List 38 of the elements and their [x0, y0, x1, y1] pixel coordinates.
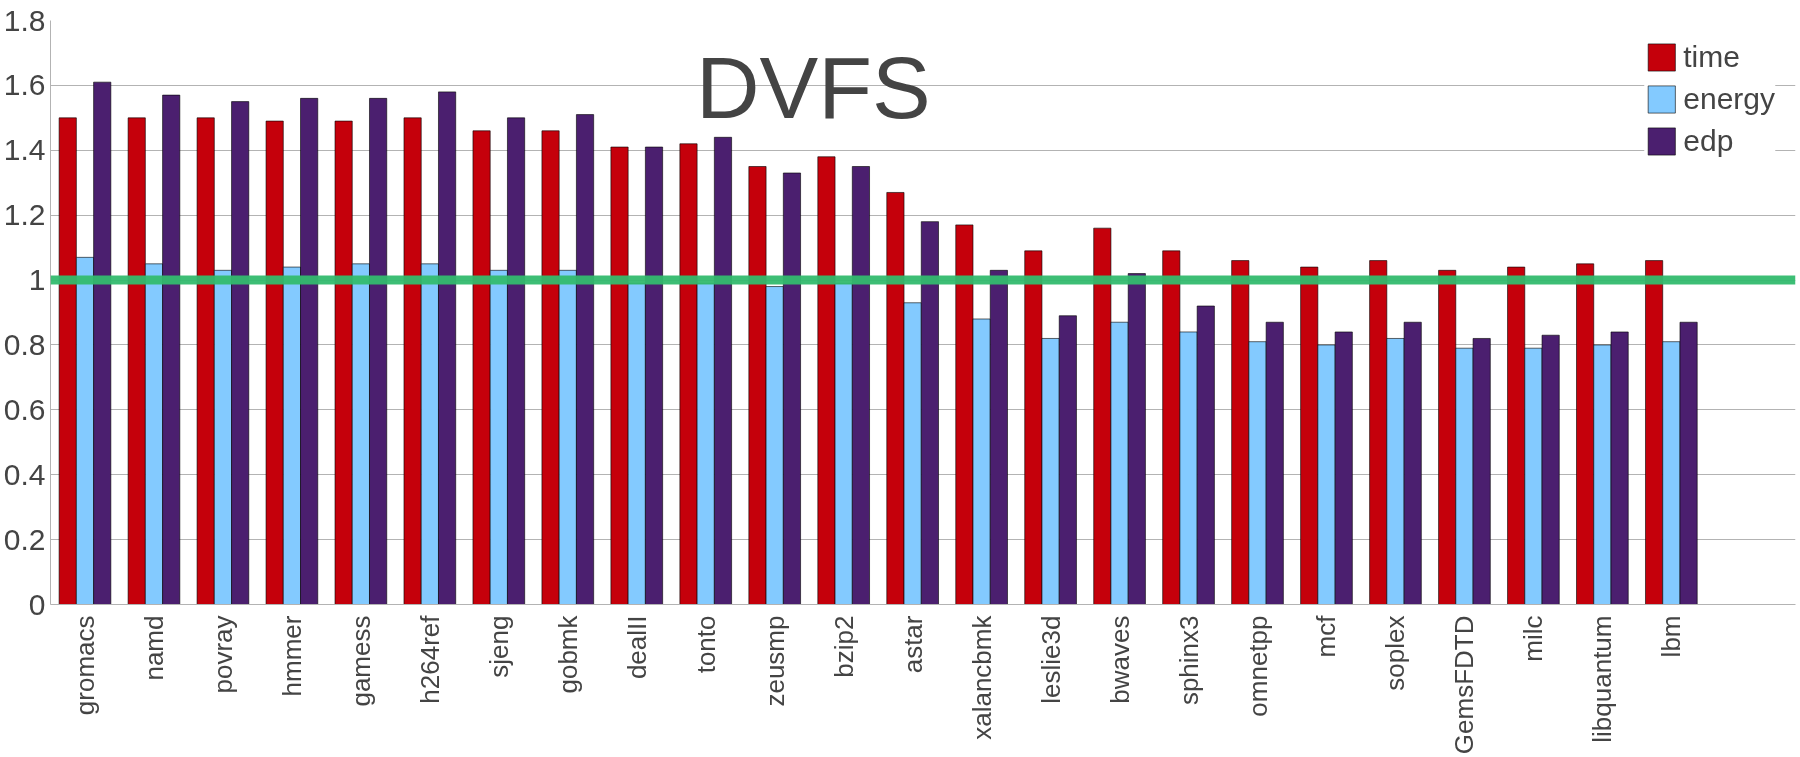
x-tick-label: soplex — [1380, 615, 1411, 691]
x-tick-label: lbm — [1656, 615, 1687, 658]
y-tick-label: 0.4 — [3, 457, 46, 491]
x-tick-label: xalancbmk — [966, 614, 997, 740]
legend-label: time — [1683, 40, 1740, 74]
y-tick-label: 1.6 — [3, 68, 46, 102]
x-tick-label: libquantum — [1587, 615, 1618, 743]
x-tick-label: povray — [207, 615, 238, 694]
y-tick-label: 0.2 — [3, 522, 46, 556]
x-tick-label: sphinx3 — [1173, 615, 1204, 706]
x-tick-label: GemsFDTD — [1449, 615, 1480, 755]
y-tick-label: 1.4 — [3, 133, 46, 167]
x-tick-label: milc — [1518, 615, 1549, 662]
x-tick-label: h264ref — [414, 614, 445, 704]
y-tick-label: 1.2 — [3, 198, 46, 232]
y-tick-label: 1.8 — [3, 3, 46, 37]
y-tick-label: 0.8 — [3, 327, 46, 361]
y-tick-label: 0.6 — [3, 392, 46, 426]
x-tick-label: sjeng — [483, 615, 514, 678]
x-tick-label: gamess — [345, 615, 376, 707]
x-tick-label: gobmk — [552, 614, 583, 694]
chart-title: DVFS — [695, 38, 931, 138]
x-tick-label: zeusmp — [759, 615, 790, 707]
legend-label: edp — [1683, 124, 1734, 158]
x-tick-label: namd — [138, 615, 169, 681]
x-tick-label: gromacs — [69, 615, 100, 716]
x-tick-label: omnetpp — [1242, 615, 1273, 717]
x-tick-label: mcf — [1311, 614, 1342, 658]
x-tick-label: bwaves — [1104, 615, 1135, 704]
x-tick-label: astar — [897, 615, 928, 674]
y-tick-label: 1 — [28, 263, 46, 297]
x-tick-label: leslie3d — [1035, 615, 1066, 704]
x-tick-label: dealII — [621, 615, 652, 680]
y-tick-label: 0 — [28, 587, 46, 621]
x-tick-label: hmmer — [276, 615, 307, 697]
legend-label: energy — [1683, 82, 1775, 116]
x-tick-label: bzip2 — [828, 615, 859, 678]
x-tick-label: tonto — [690, 615, 721, 674]
